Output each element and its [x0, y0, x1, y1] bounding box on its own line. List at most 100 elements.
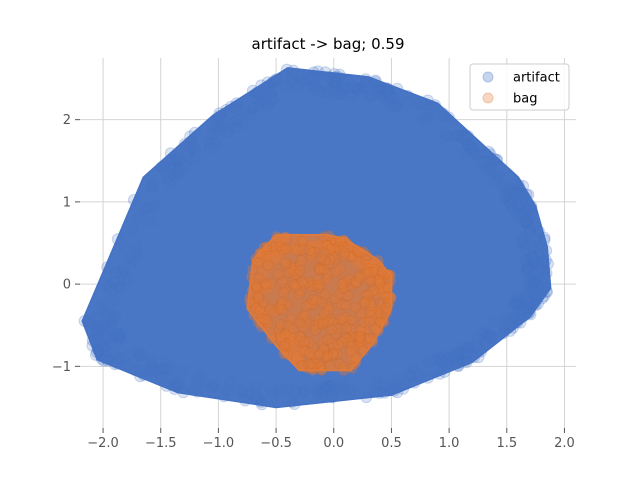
data-point — [371, 85, 384, 97]
data-point — [291, 80, 304, 93]
data-point — [148, 200, 161, 213]
data-point — [321, 384, 333, 397]
data-point — [506, 321, 519, 334]
data-point — [303, 347, 315, 359]
data-point — [382, 87, 395, 100]
data-point — [514, 316, 527, 329]
data-point — [287, 336, 298, 348]
data-point — [425, 354, 438, 367]
data-point — [370, 288, 381, 300]
data-point — [144, 364, 157, 377]
data-point — [328, 79, 341, 92]
data-point — [314, 360, 326, 372]
data-point — [276, 339, 288, 350]
data-point — [516, 235, 529, 248]
data-point — [107, 332, 119, 345]
data-point — [322, 349, 334, 361]
data-point — [520, 188, 533, 201]
data-point — [113, 281, 126, 294]
data-point — [105, 317, 117, 330]
data-point — [323, 380, 335, 393]
data-point — [404, 369, 417, 382]
data-point — [275, 318, 287, 330]
data-point — [326, 391, 339, 404]
data-point — [229, 121, 242, 134]
data-point — [274, 241, 286, 253]
data-point — [504, 197, 517, 210]
data-point — [360, 254, 372, 265]
data-point — [282, 299, 294, 311]
data-point — [260, 81, 273, 94]
data-point — [301, 300, 313, 312]
data-point — [438, 350, 451, 363]
data-point — [266, 386, 278, 399]
data-point — [111, 330, 124, 343]
legend-label: artifact — [513, 71, 560, 86]
data-point — [320, 274, 332, 285]
data-point — [89, 323, 102, 336]
data-point — [326, 378, 339, 391]
data-point — [467, 143, 480, 156]
data-point — [278, 245, 290, 256]
data-point — [110, 266, 123, 279]
data-point — [353, 332, 365, 344]
data-point — [338, 387, 351, 400]
data-point — [374, 278, 386, 289]
data-point — [305, 350, 317, 362]
data-point — [314, 385, 327, 398]
data-point — [360, 263, 372, 274]
data-point — [333, 88, 346, 101]
data-point — [420, 355, 433, 368]
data-point — [337, 81, 350, 94]
data-point — [366, 261, 378, 273]
data-point — [313, 262, 325, 274]
data-point — [318, 263, 330, 275]
data-point — [275, 334, 287, 346]
data-point — [364, 315, 376, 327]
data-point — [330, 239, 342, 250]
data-point — [206, 381, 219, 394]
data-point — [326, 244, 338, 255]
data-point — [251, 282, 263, 294]
data-point — [338, 376, 351, 389]
data-point — [507, 311, 520, 323]
data-point — [517, 209, 530, 222]
data-point — [152, 364, 165, 377]
legend: artifact bag — [469, 63, 570, 111]
data-point — [255, 95, 267, 108]
data-point — [508, 203, 521, 216]
data-point — [390, 99, 403, 112]
data-point — [248, 277, 260, 289]
data-point — [176, 365, 189, 378]
data-point — [271, 331, 283, 343]
data-point — [321, 350, 333, 362]
data-point — [514, 188, 527, 201]
data-point — [323, 71, 336, 84]
data-point — [510, 187, 523, 200]
data-point — [132, 345, 145, 358]
data-point — [157, 161, 170, 174]
data-point — [97, 319, 109, 332]
data-point — [518, 291, 531, 304]
data-point — [525, 251, 538, 263]
data-point — [355, 325, 366, 337]
data-point — [327, 316, 339, 328]
data-point — [343, 273, 355, 285]
x-tick-label: 0.0 — [323, 436, 344, 451]
data-point — [354, 333, 366, 345]
data-point — [363, 312, 375, 324]
data-point — [147, 180, 160, 193]
data-point — [364, 91, 377, 103]
data-point — [365, 257, 377, 269]
data-point — [334, 263, 346, 275]
data-point — [490, 154, 503, 167]
data-point — [263, 259, 275, 271]
data-point — [482, 145, 495, 158]
data-point — [372, 273, 384, 285]
data-point — [276, 237, 288, 249]
data-point — [339, 332, 351, 344]
data-point — [96, 340, 109, 353]
data-point — [491, 167, 504, 180]
data-point — [292, 355, 304, 366]
data-point — [360, 289, 372, 301]
